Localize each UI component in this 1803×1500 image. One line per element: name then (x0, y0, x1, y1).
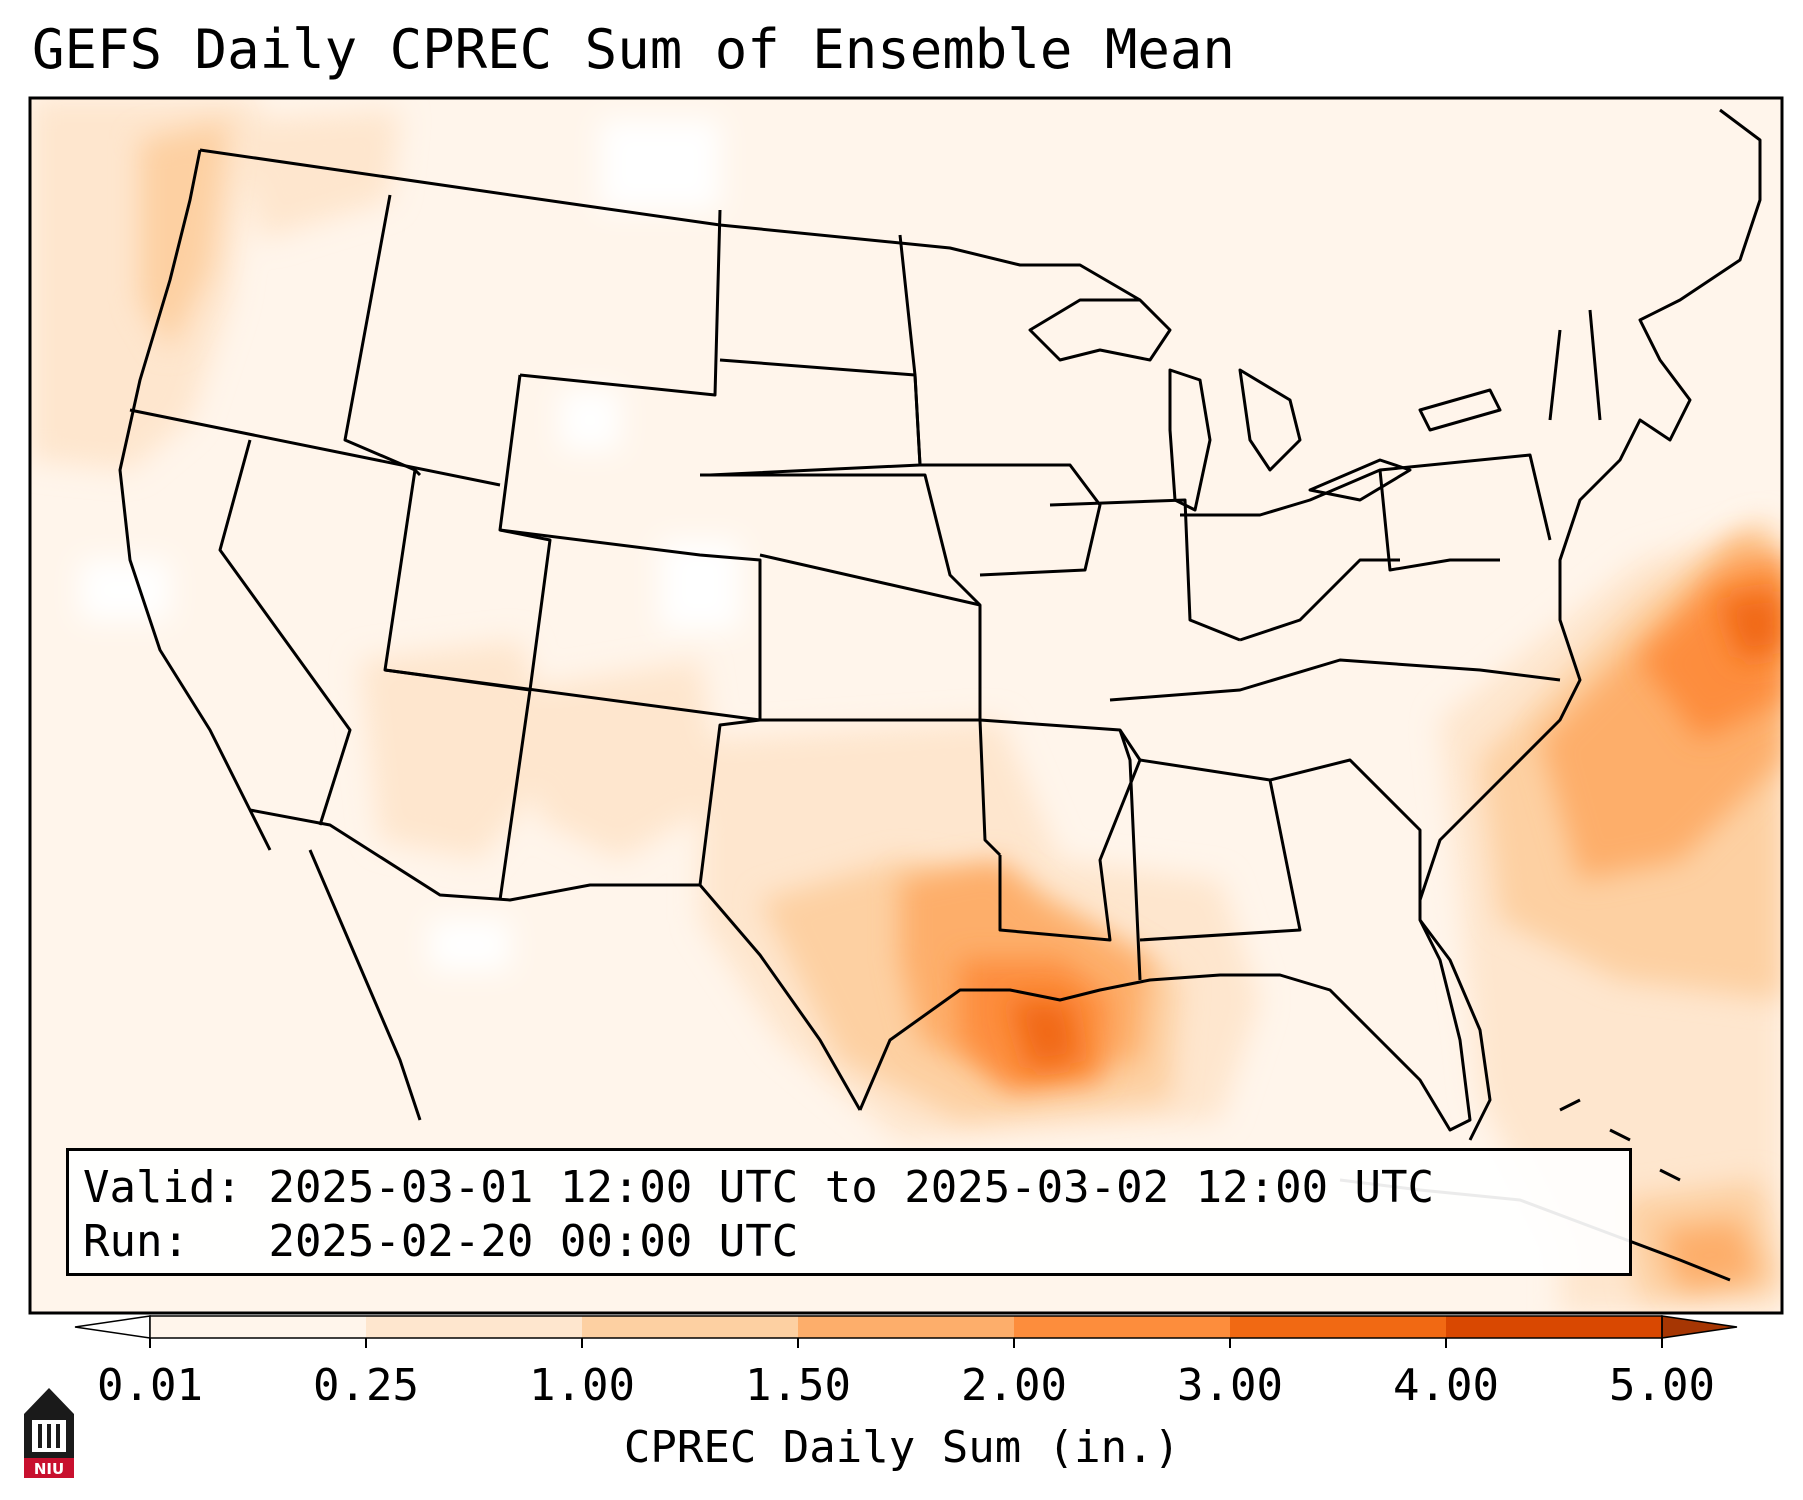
run-value: 2025-02-20 00:00 UTC (268, 1216, 799, 1267)
colorbar-segment (150, 1316, 367, 1338)
state-line (1378, 469, 1500, 572)
state-line (519, 209, 722, 397)
colorbar-over-arrow (1661, 1315, 1738, 1339)
state-line (129, 408, 501, 487)
mexico-border (249, 808, 862, 1111)
colorbar-label: CPREC Daily Sum (in.) (623, 1422, 1181, 1473)
dry-patch (560, 390, 620, 450)
dry-patch (600, 120, 720, 210)
colorbar-tick-label: 4.00 (1393, 1360, 1499, 1411)
precip-new-mexico (520, 660, 720, 860)
run-label: Run: (83, 1216, 189, 1267)
colorbar-tick-label: 5.00 (1609, 1360, 1715, 1411)
state-line (1548, 329, 1562, 421)
map-title: GEFS Daily CPREC Sum of Ensemble Mean (32, 18, 1235, 81)
east-coast (1418, 108, 1762, 901)
colorbar-frame (149, 1315, 1663, 1339)
state-line (760, 718, 1002, 857)
state-line (1588, 309, 1602, 421)
lake-huron (1238, 368, 1302, 472)
map-frame (28, 96, 1784, 1315)
precip-bc (240, 110, 400, 240)
state-line (1049, 498, 1241, 642)
lake-superior (1028, 298, 1172, 362)
valid-value: 2025-03-01 12:00 UTC to 2025-03-02 12:00… (268, 1162, 1435, 1213)
precip-field (30, 98, 1782, 1313)
state-line (498, 374, 552, 691)
valid-label: Valid: (83, 1162, 242, 1213)
state-line (1109, 658, 1561, 702)
dry-patch (430, 920, 510, 970)
colorbar-segment (1014, 1316, 1231, 1338)
precip-caribbean-core (1660, 1220, 1760, 1290)
state-line (1139, 758, 1302, 942)
colorbar-tick-label: 3.00 (1177, 1360, 1283, 1411)
precip-washington-coast (140, 120, 230, 350)
colorbar-tick-label: 1.00 (529, 1360, 635, 1411)
colorbar-segment (798, 1316, 1015, 1338)
precip-southwest (360, 640, 560, 860)
lake-ontario (1418, 388, 1502, 432)
colorbar-tick-label: 0.25 (313, 1360, 419, 1411)
state-line (759, 553, 981, 607)
colorbar-segment (582, 1316, 799, 1338)
state-line (1118, 729, 1142, 981)
colorbar-segment (1446, 1316, 1663, 1338)
svg-text:NIU: NIU (34, 1460, 64, 1478)
precip-atlantic-max (1720, 590, 1782, 660)
bahamas (1559, 1098, 1681, 1182)
state-line (1269, 758, 1422, 900)
colorbar-segment (1230, 1316, 1447, 1338)
colorbar-under-arrow (74, 1315, 151, 1339)
colorbar (74, 1315, 1738, 1348)
state-line (218, 439, 352, 826)
colorbar-segment (366, 1316, 583, 1338)
state-line (1239, 558, 1400, 642)
niu-logo: NIU (24, 1388, 74, 1478)
state-line (499, 528, 762, 886)
dry-patch (80, 560, 170, 620)
colorbar-tick-label: 1.50 (745, 1360, 851, 1411)
state-line (343, 194, 422, 477)
canada-border (199, 148, 1141, 302)
colorbar-tick-label: 2.00 (961, 1360, 1067, 1411)
baja (308, 849, 422, 1121)
west-coast (118, 149, 272, 851)
precip-gulf-peak (1010, 1000, 1080, 1070)
colorbar-tick-label: 0.01 (97, 1360, 203, 1411)
lake-erie (1308, 458, 1412, 502)
florida (1418, 919, 1492, 1141)
state-line (898, 234, 1102, 577)
info-box: Valid: 2025-03-01 12:00 UTC to 2025-03-0… (66, 1148, 1632, 1276)
gulf-coast (858, 900, 1472, 1132)
state-line (384, 668, 761, 722)
lake-michigan (1168, 368, 1212, 512)
state-line (1180, 453, 1552, 541)
